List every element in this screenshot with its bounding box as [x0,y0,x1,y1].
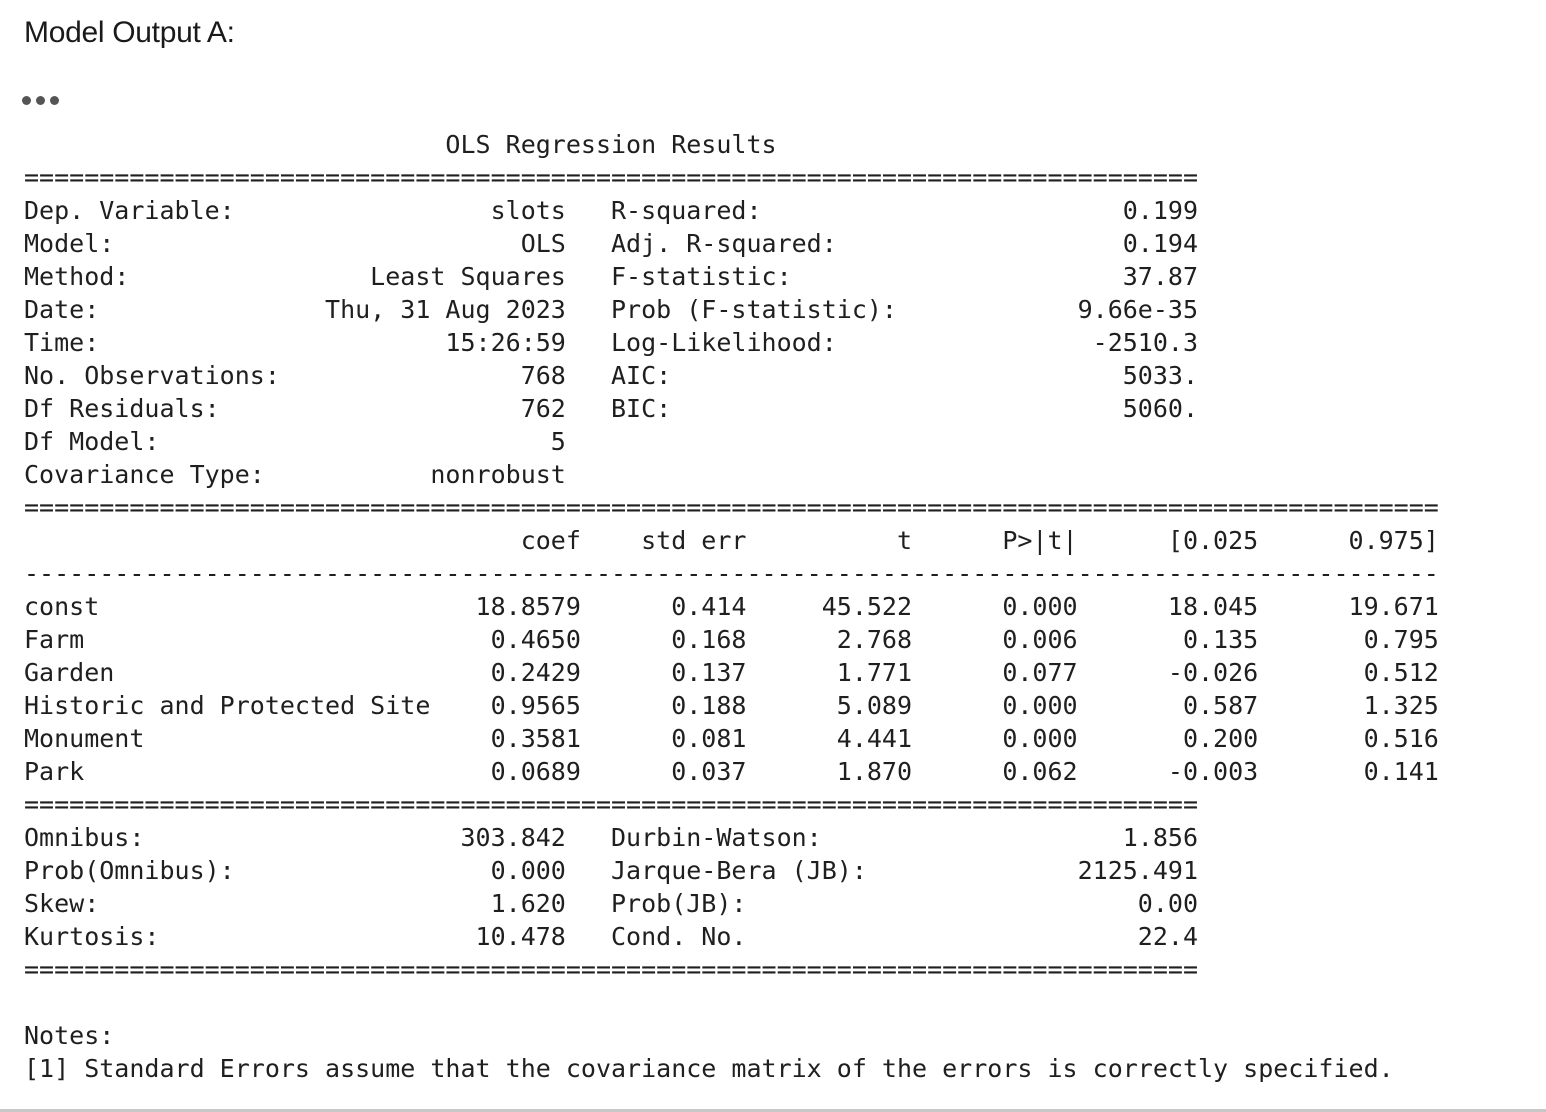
more-dots-icon[interactable] [22,94,72,106]
rule-double: ========================================… [24,493,1439,522]
notes-label: Notes: [24,1021,115,1050]
info-row: Time: 15:26:59 Log-Likelihood: -2510.3 [24,328,1198,357]
info-row: Date: Thu, 31 Aug 2023 Prob (F-statistic… [24,295,1198,324]
bottom-divider [0,1109,1546,1112]
info-row: Method: Least Squares F-statistic: 37.87 [24,262,1198,291]
note-text: [1] Standard Errors assume that the cova… [24,1054,1394,1083]
info-row: No. Observations: 768 AIC: 5033. [24,361,1198,390]
rule-single: ----------------------------------------… [24,559,1439,588]
coef-row: Park 0.0689 0.037 1.870 0.062 -0.003 0.1… [24,757,1439,786]
diagnostic-row: Omnibus: 303.842 Durbin-Watson: 1.856 [24,823,1198,852]
rule-double: ========================================… [24,790,1198,819]
coef-row: Monument 0.3581 0.081 4.441 0.000 0.200 … [24,724,1439,753]
diagnostic-row: Kurtosis: 10.478 Cond. No. 22.4 [24,922,1198,951]
output-heading: Model Output A: [24,16,235,49]
rule-double: ========================================… [24,163,1198,192]
coef-row: Historic and Protected Site 0.9565 0.188… [24,691,1439,720]
rule-double: ========================================… [24,955,1198,984]
coef-row: const 18.8579 0.414 45.522 0.000 18.045 … [24,592,1439,621]
info-row: Model: OLS Adj. R-squared: 0.194 [24,229,1198,258]
info-row: Covariance Type: nonrobust [24,460,566,489]
info-row: Dep. Variable: slots R-squared: 0.199 [24,196,1198,225]
diagnostic-row: Skew: 1.620 Prob(JB): 0.00 [24,889,1198,918]
summary-title: OLS Regression Results [445,130,777,159]
info-row: Df Residuals: 762 BIC: 5060. [24,394,1198,423]
coef-row: Garden 0.2429 0.137 1.771 0.077 -0.026 0… [24,658,1439,687]
info-row: Df Model: 5 [24,427,566,456]
ols-regression-summary: OLS Regression Results =================… [24,128,1439,1085]
coef-header-row: coef std err t P>|t| [0.025 0.975] [520,526,1439,555]
coef-row: Farm 0.4650 0.168 2.768 0.006 0.135 0.79… [24,625,1439,654]
diagnostic-row: Prob(Omnibus): 0.000 Jarque-Bera (JB): 2… [24,856,1198,885]
